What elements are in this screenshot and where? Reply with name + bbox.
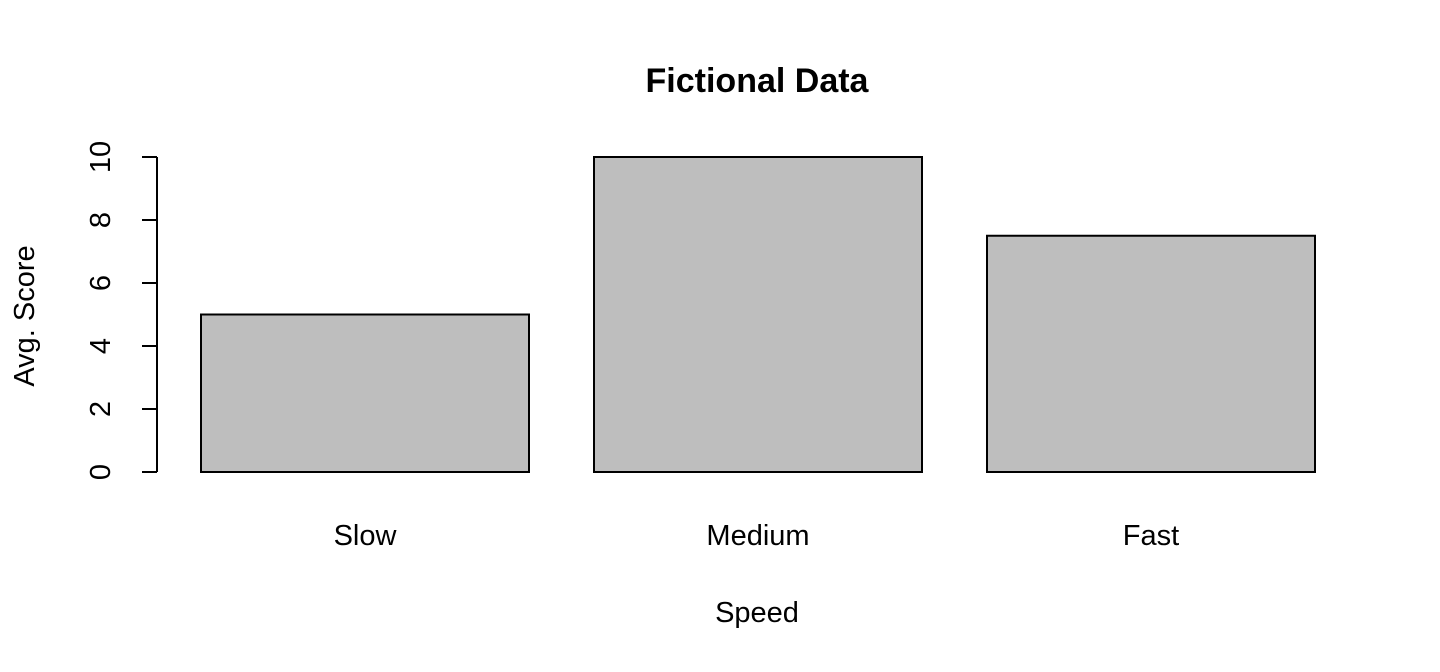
bar-fast: [986, 234, 1316, 473]
chart-title: Fictional Data: [646, 62, 870, 100]
x-tick-label-medium: Medium: [706, 520, 809, 552]
y-tick-label-2: 2: [85, 401, 117, 417]
y-tick-label-4: 4: [85, 338, 117, 354]
x-axis-labels: Slow Medium Fast: [334, 520, 1180, 552]
x-tick-label-slow: Slow: [334, 520, 398, 552]
x-axis-label: Speed: [715, 597, 799, 629]
bars-group: [200, 156, 1316, 473]
y-tick-label-0: 0: [85, 464, 117, 480]
x-tick-label-fast: Fast: [1123, 520, 1179, 552]
y-tick-label-6: 6: [85, 275, 117, 291]
bar-medium: [593, 156, 923, 473]
y-tick-label-10: 10: [85, 141, 117, 173]
y-axis-label: Avg. Score: [9, 245, 41, 386]
y-tick-label-8: 8: [85, 212, 117, 228]
bar-slow: [200, 313, 530, 473]
y-axis: 0 2 4 6 8 10: [85, 141, 158, 480]
